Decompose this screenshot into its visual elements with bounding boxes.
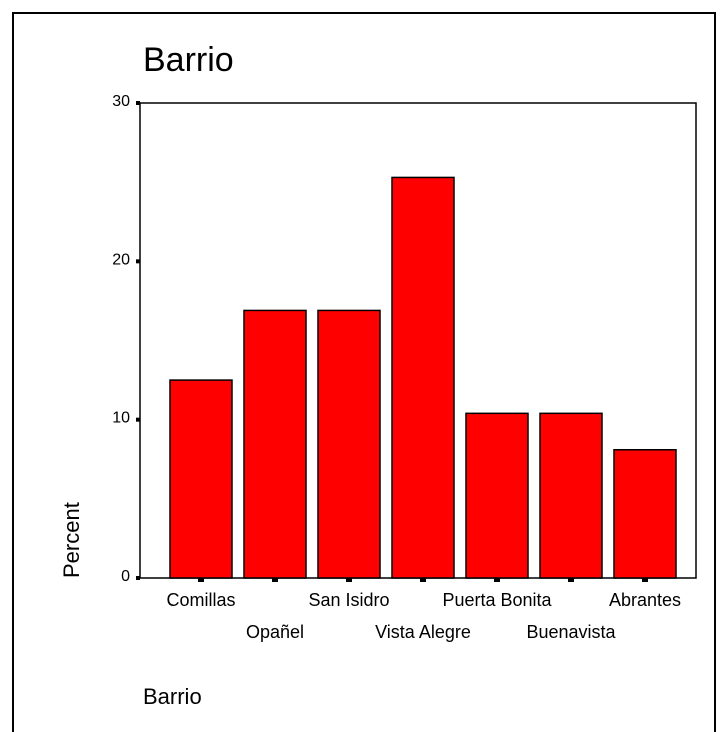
x-tick-mark bbox=[494, 578, 500, 582]
bars bbox=[169, 176, 677, 579]
bar-6 bbox=[539, 412, 603, 579]
bar-3 bbox=[317, 309, 381, 579]
bar-1 bbox=[169, 379, 233, 579]
x-tick-label: Buenavista bbox=[526, 622, 616, 642]
bar-7 bbox=[613, 449, 677, 579]
x-tick-label: Vista Alegre bbox=[375, 622, 471, 642]
x-tick-label: Opañel bbox=[246, 622, 304, 642]
x-tick-mark bbox=[346, 578, 352, 582]
chart-title: Barrio bbox=[143, 41, 234, 79]
x-tick-mark bbox=[568, 578, 574, 582]
y-axis: 0 10 20 30 bbox=[112, 93, 140, 585]
x-tick-label: Comillas bbox=[166, 590, 235, 610]
y-tick-mark bbox=[136, 259, 140, 264]
bar-4 bbox=[391, 176, 455, 579]
x-tick-mark bbox=[420, 578, 426, 582]
y-tick-mark bbox=[136, 417, 140, 422]
y-tick-label: 0 bbox=[121, 568, 130, 585]
bar-5 bbox=[465, 412, 529, 579]
x-tick-mark bbox=[642, 578, 648, 582]
x-tick-label: Abrantes bbox=[609, 590, 681, 610]
y-tick-label: 10 bbox=[112, 410, 130, 427]
x-axis-title: Barrio bbox=[143, 684, 202, 709]
x-tick-mark bbox=[272, 578, 278, 582]
y-tick-label: 20 bbox=[112, 251, 130, 268]
x-tick-label: Puerta Bonita bbox=[442, 590, 552, 610]
x-tick-mark bbox=[198, 578, 204, 582]
y-tick-mark bbox=[136, 101, 140, 105]
y-tick-mark bbox=[136, 576, 140, 580]
x-tick-label: San Isidro bbox=[308, 590, 389, 610]
y-axis-title: Percent bbox=[59, 502, 84, 578]
y-tick-label: 30 bbox=[112, 93, 130, 110]
bar-2 bbox=[243, 309, 307, 579]
